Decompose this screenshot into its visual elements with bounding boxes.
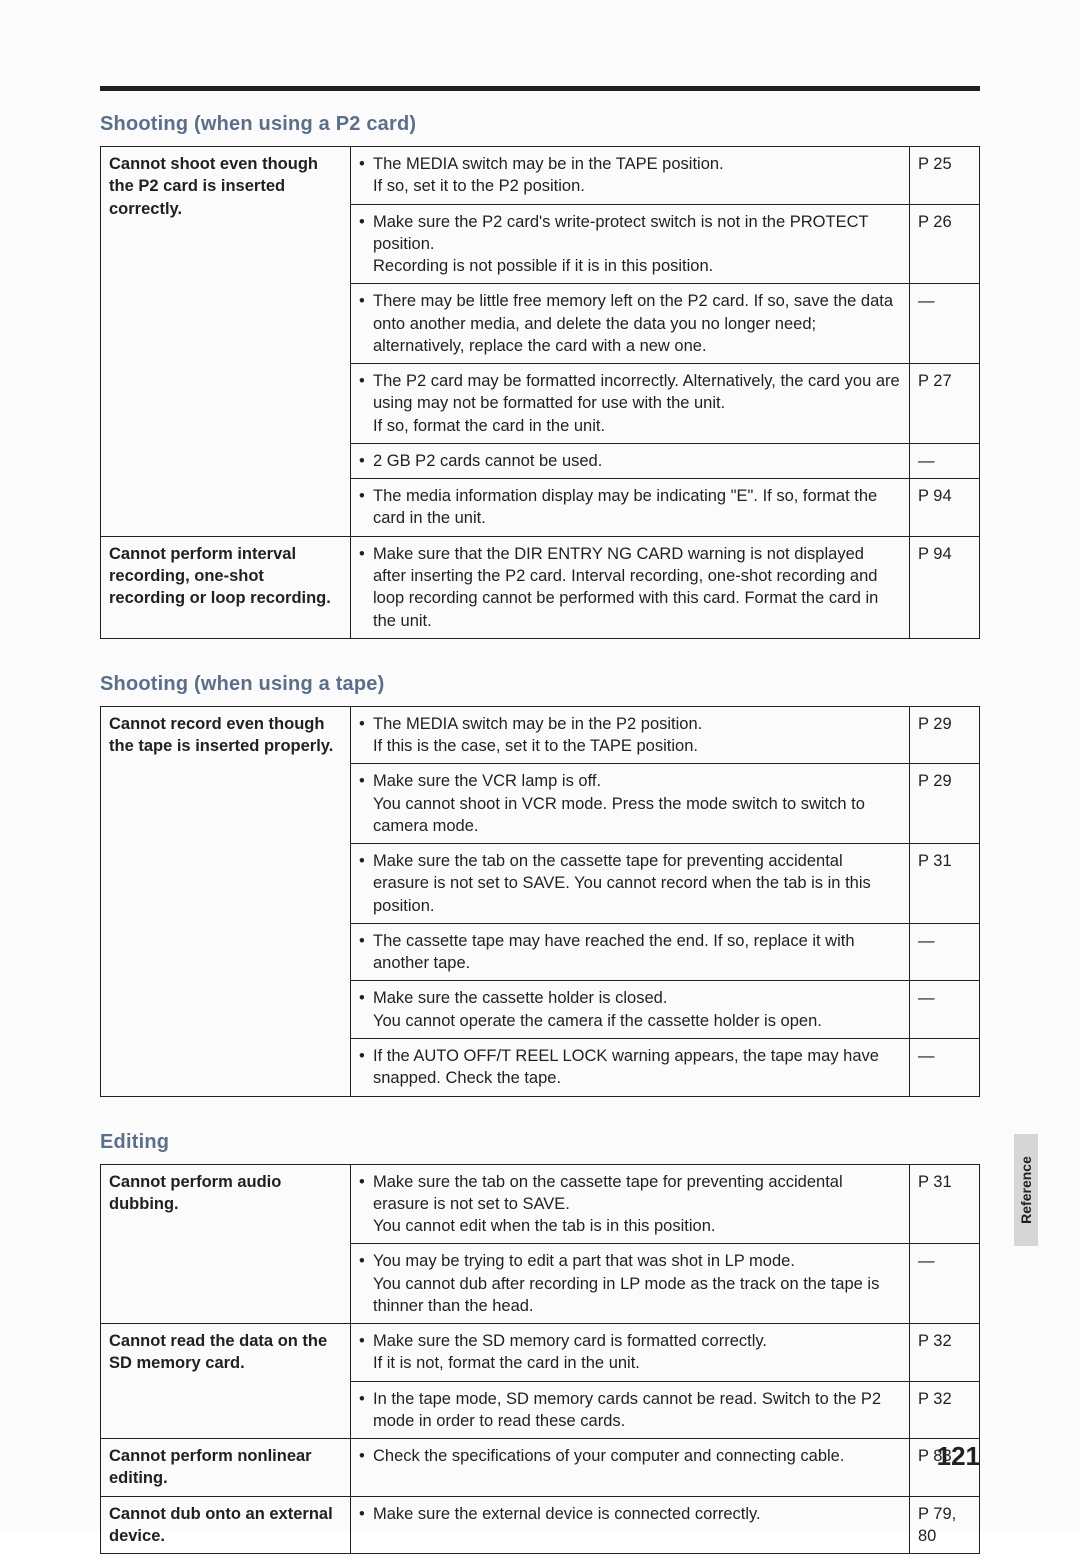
- cause-cell: •You may be trying to edit a part that w…: [351, 1244, 910, 1324]
- ref-cell: P 29: [910, 764, 980, 844]
- cause-cell: •Make sure the external device is connec…: [351, 1496, 910, 1554]
- table-row: Cannot dub onto an external device. •Mak…: [101, 1496, 980, 1554]
- cause-cell: •The MEDIA switch may be in the P2 posit…: [351, 706, 910, 764]
- ref-cell: P 29: [910, 706, 980, 764]
- problem-cell: Cannot read the data on the SD memory ca…: [101, 1324, 351, 1439]
- page-number: 121: [937, 1441, 980, 1472]
- table-row: Cannot shoot even though the P2 card is …: [101, 147, 980, 205]
- ref-cell: P 94: [910, 536, 980, 638]
- ref-cell: P 31: [910, 1164, 980, 1244]
- cause-cell: •Check the specifications of your comput…: [351, 1439, 910, 1497]
- cause-cell: •If the AUTO OFF/T REEL LOCK warning app…: [351, 1038, 910, 1096]
- cause-cell: •Make sure the VCR lamp is off.You canno…: [351, 764, 910, 844]
- section-title-editing: Editing: [100, 1131, 980, 1154]
- problem-cell: Cannot shoot even though the P2 card is …: [101, 147, 351, 537]
- cause-cell: •The MEDIA switch may be in the TAPE pos…: [351, 147, 910, 205]
- problem-cell: Cannot dub onto an external device.: [101, 1496, 351, 1554]
- ref-cell: P 79, 80: [910, 1496, 980, 1554]
- cause-cell: •The cassette tape may have reached the …: [351, 923, 910, 981]
- ref-cell: —: [910, 1038, 980, 1096]
- table-row: Cannot perform interval recording, one-s…: [101, 536, 980, 638]
- cause-cell: •In the tape mode, SD memory cards canno…: [351, 1381, 910, 1439]
- section-title-tape: Shooting (when using a tape): [100, 673, 980, 696]
- cause-cell: •The P2 card may be formatted incorrectl…: [351, 364, 910, 444]
- cause-cell: •Make sure the tab on the cassette tape …: [351, 844, 910, 924]
- cause-cell: •The media information display may be in…: [351, 479, 910, 537]
- table-editing: Cannot perform audio dubbing. •Make sure…: [100, 1164, 980, 1554]
- cause-cell: •Make sure the tab on the cassette tape …: [351, 1164, 910, 1244]
- problem-cell: Cannot perform audio dubbing.: [101, 1164, 351, 1324]
- ref-cell: —: [910, 923, 980, 981]
- ref-cell: P 31: [910, 844, 980, 924]
- ref-cell: P 26: [910, 204, 980, 284]
- ref-cell: P 25: [910, 147, 980, 205]
- problem-cell: Cannot perform interval recording, one-s…: [101, 536, 351, 638]
- table-tape: Cannot record even though the tape is in…: [100, 706, 980, 1097]
- table-row: Cannot record even though the tape is in…: [101, 706, 980, 764]
- problem-cell: Cannot perform nonlinear editing.: [101, 1439, 351, 1497]
- cause-cell: •Make sure the P2 card's write-protect s…: [351, 204, 910, 284]
- ref-cell: P 94: [910, 479, 980, 537]
- ref-cell: —: [910, 443, 980, 478]
- ref-cell: P 32: [910, 1381, 980, 1439]
- table-row: Cannot perform nonlinear editing. •Check…: [101, 1439, 980, 1497]
- section-title-p2: Shooting (when using a P2 card): [100, 113, 980, 136]
- cause-cell: •Make sure that the DIR ENTRY NG CARD wa…: [351, 536, 910, 638]
- ref-cell: P 27: [910, 364, 980, 444]
- cause-cell: •Make sure the cassette holder is closed…: [351, 981, 910, 1039]
- side-tab-label: Reference: [1018, 1156, 1034, 1224]
- cause-cell: •2 GB P2 cards cannot be used.: [351, 443, 910, 478]
- ref-cell: —: [910, 1244, 980, 1324]
- table-row: Cannot read the data on the SD memory ca…: [101, 1324, 980, 1382]
- problem-cell: Cannot record even though the tape is in…: [101, 706, 351, 1096]
- ref-cell: —: [910, 284, 980, 364]
- manual-page: Shooting (when using a P2 card) Cannot s…: [0, 0, 1080, 1532]
- table-p2: Cannot shoot even though the P2 card is …: [100, 146, 980, 639]
- content-area: Shooting (when using a P2 card) Cannot s…: [100, 86, 980, 1554]
- side-tab-reference: Reference: [1014, 1134, 1038, 1246]
- ref-cell: P 32: [910, 1324, 980, 1382]
- cause-cell: •Make sure the SD memory card is formatt…: [351, 1324, 910, 1382]
- cause-cell: •There may be little free memory left on…: [351, 284, 910, 364]
- table-row: Cannot perform audio dubbing. •Make sure…: [101, 1164, 980, 1244]
- ref-cell: —: [910, 981, 980, 1039]
